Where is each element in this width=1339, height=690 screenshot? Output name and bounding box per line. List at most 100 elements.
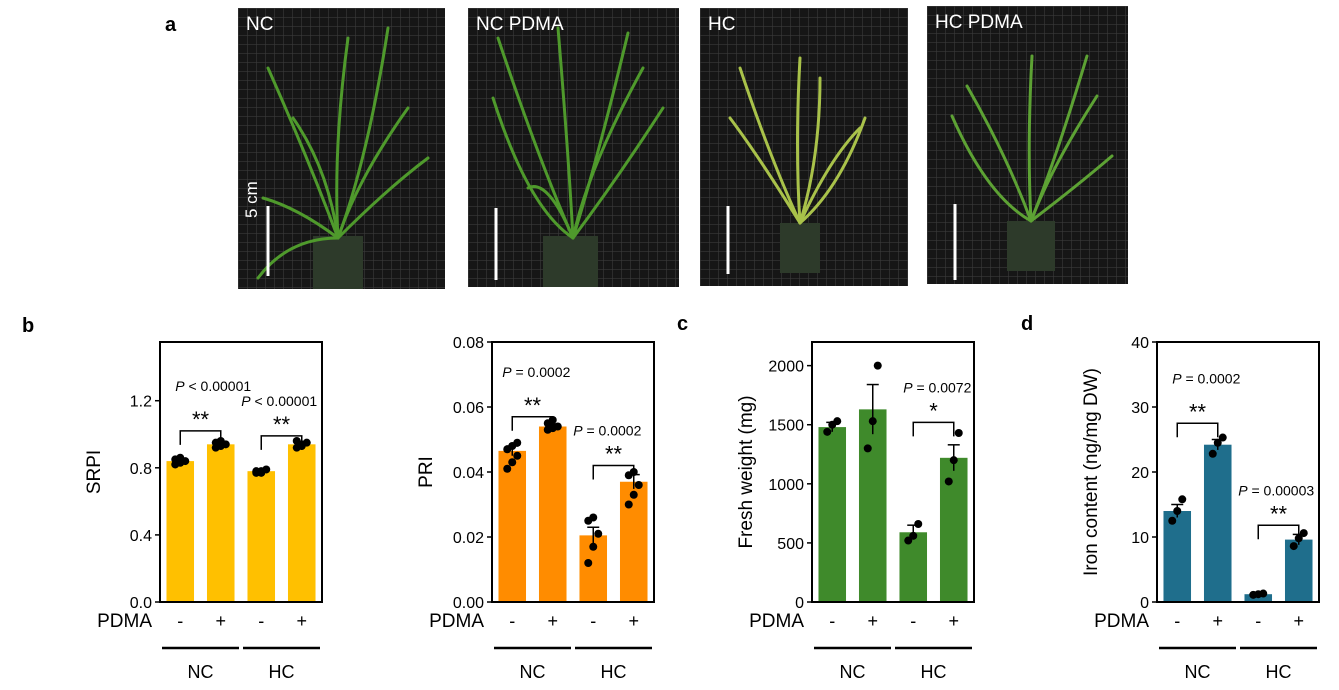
group-label: NC: [188, 662, 214, 682]
group-label: HC: [601, 662, 627, 682]
data-point: [1173, 507, 1182, 515]
data-point: [944, 477, 953, 486]
data-point: [954, 429, 963, 437]
y-tick-label: 0: [1140, 595, 1149, 612]
y-tick-label: 1500: [768, 418, 804, 435]
bar: [287, 444, 316, 602]
panel-letter-a: a: [165, 14, 177, 36]
bar: [498, 450, 527, 602]
plot-frame: [159, 341, 323, 603]
scale-bar-label: 5 cm: [242, 181, 261, 218]
data-point: [624, 500, 633, 509]
bar: [619, 481, 648, 602]
plant-illustration: [238, 8, 445, 289]
significance-stars: **: [1189, 399, 1207, 424]
y-tick-label: 40: [1131, 335, 1149, 352]
x-tick-label: +: [867, 611, 878, 631]
significance-stars: **: [524, 393, 542, 418]
x-tick-label: -: [1255, 611, 1261, 631]
p-value-label: P < 0.00001: [241, 393, 317, 409]
x-tick-label: +: [1212, 611, 1223, 631]
bar: [166, 461, 195, 602]
data-point: [553, 422, 562, 431]
x-tick-label: -: [509, 611, 515, 631]
group-label: NC: [840, 662, 866, 682]
bar: [858, 409, 887, 602]
group-label: NC: [1185, 662, 1211, 682]
x-tick-label: -: [910, 611, 916, 631]
data-point: [594, 529, 603, 538]
data-point: [629, 490, 638, 499]
data-point: [589, 542, 598, 551]
y-axis-label: PRI: [416, 456, 437, 488]
panel-letter-b: b: [22, 315, 35, 337]
data-point: [909, 531, 918, 540]
group-label: HC: [921, 662, 947, 682]
bar: [899, 532, 928, 602]
x-tick-label: +: [547, 611, 558, 631]
significance-bracket: [1257, 524, 1300, 540]
x-tick-label: +: [1293, 611, 1304, 631]
data-point: [873, 361, 882, 370]
treatment-label: PDMA: [429, 611, 484, 632]
significance-bracket: [592, 464, 635, 480]
x-tick-label: -: [829, 611, 835, 631]
y-axis-label: Fresh weight (mg): [736, 395, 757, 548]
significance-stars: *: [929, 398, 938, 423]
plant-illustration: [468, 8, 679, 287]
pri-chart: 0.00 0.02 0.04 0.06 0.08 PRI PDMA - + - + NC HC ** P =…: [416, 335, 655, 682]
data-point: [833, 417, 842, 426]
p-value-label: P = 0.0002: [573, 423, 641, 439]
panel-letter-d: d: [1021, 313, 1034, 335]
y-tick-label: 0.06: [453, 400, 484, 417]
p-value-label: P = 0.00003: [1238, 482, 1314, 498]
p-value-label: P = 0.0002: [1172, 370, 1240, 386]
y-tick-label: 0.04: [453, 465, 484, 482]
data-point: [1218, 433, 1227, 442]
data-point: [1259, 589, 1268, 598]
x-tick-label: +: [948, 611, 959, 631]
group-label: NC: [520, 662, 546, 682]
bar: [1284, 539, 1313, 602]
data-point: [513, 451, 522, 460]
data-point: [1208, 449, 1217, 458]
significance-stars: **: [605, 442, 623, 467]
y-tick-label: 30: [1131, 400, 1149, 417]
y-tick-label: 0.4: [130, 528, 152, 545]
bar: [538, 426, 567, 602]
y-tick-label: 0.08: [453, 335, 484, 352]
data-point: [1289, 542, 1298, 551]
significance-stars: **: [273, 412, 291, 437]
data-point: [584, 559, 593, 567]
y-tick-label: 0.0: [130, 595, 152, 612]
fresh-weight-chart: 0 500 1000 1500 2000 Fresh weight (mg) PDMA - + -…: [736, 341, 975, 682]
y-tick-label: 20: [1131, 465, 1149, 482]
photo-label: HC: [708, 14, 736, 35]
significance-bracket: [260, 435, 303, 450]
bar: [247, 471, 276, 602]
plant-photo-nc: NC 5 cm: [238, 8, 445, 289]
x-tick-label: -: [590, 611, 596, 631]
bar: [818, 427, 847, 602]
x-tick-label: +: [296, 611, 307, 631]
data-point: [863, 444, 872, 453]
plant-photo-hc-pdma: HC PDMA: [927, 6, 1128, 284]
data-point: [823, 427, 832, 436]
data-point: [1168, 516, 1177, 525]
x-tick-label: +: [628, 611, 639, 631]
y-tick-label: 0.00: [453, 595, 484, 612]
x-tick-label: -: [258, 611, 264, 631]
plot-frame: [811, 341, 975, 603]
y-tick-label: 1000: [768, 477, 804, 494]
treatment-label: PDMA: [749, 611, 804, 632]
p-value-label: P = 0.0072: [903, 379, 971, 395]
bar: [206, 444, 235, 602]
x-tick-label: +: [215, 611, 226, 631]
data-point: [257, 468, 266, 477]
bar: [939, 457, 968, 602]
y-axis-label: SRPI: [84, 450, 105, 494]
data-point: [513, 438, 522, 447]
bar: [1203, 444, 1232, 602]
iron-content-chart: 0 10 20 30 40 Iron content (ng/mg DW) PDMA - + - +…: [1081, 335, 1320, 682]
x-tick-label: -: [1174, 611, 1180, 631]
